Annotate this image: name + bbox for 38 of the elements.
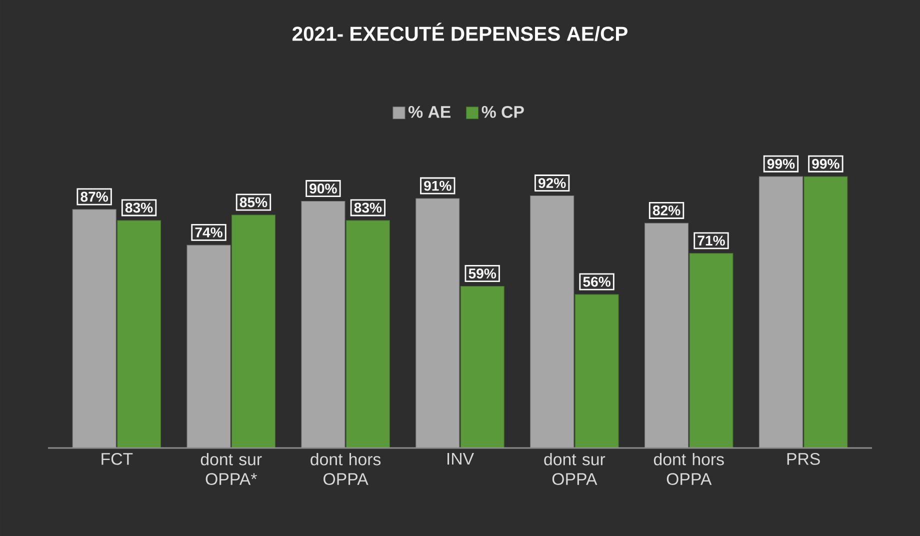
bar [117,220,162,448]
x-tick-label: dont sur OPPA* [200,452,262,486]
data-label: 82% [652,205,680,216]
bar [644,222,689,448]
bar [186,244,231,448]
bar [231,214,276,448]
data-label: 74% [195,227,222,238]
data-label: 56% [583,276,610,287]
data-label: 85% [240,197,268,208]
data-label: 99% [812,158,840,169]
legend-label: % AE [408,106,450,118]
bar [530,195,574,448]
x-tick-label: dont hors OPPA [310,452,381,486]
x-tick-label: dont hors OPPA [654,452,724,486]
x-tick-label: dont sur OPPA [544,452,606,486]
bar [689,253,734,448]
x-tick-label: FCT [102,452,133,465]
bar [416,198,460,448]
bar [804,176,848,448]
bar [301,200,346,448]
bar [460,286,504,448]
data-label: 83% [125,202,153,213]
data-label: 99% [767,158,795,169]
data-label: 59% [468,268,496,278]
data-label: 87% [80,192,108,202]
legend-label: % CP [482,106,524,118]
x-tick-label: INV [448,452,474,465]
data-label: 92% [538,178,566,188]
data-label: 91% [424,180,452,191]
bar [574,294,619,448]
data-label: 83% [354,202,382,213]
bar [346,220,390,448]
bar [758,176,803,448]
data-label: 71% [698,236,725,246]
bar [72,209,116,448]
chart-title: 2021- EXECUTÉ DEPENSES AE/CP [292,22,628,42]
x-tick-label: PRS [787,452,820,465]
data-label: 90% [310,184,337,194]
